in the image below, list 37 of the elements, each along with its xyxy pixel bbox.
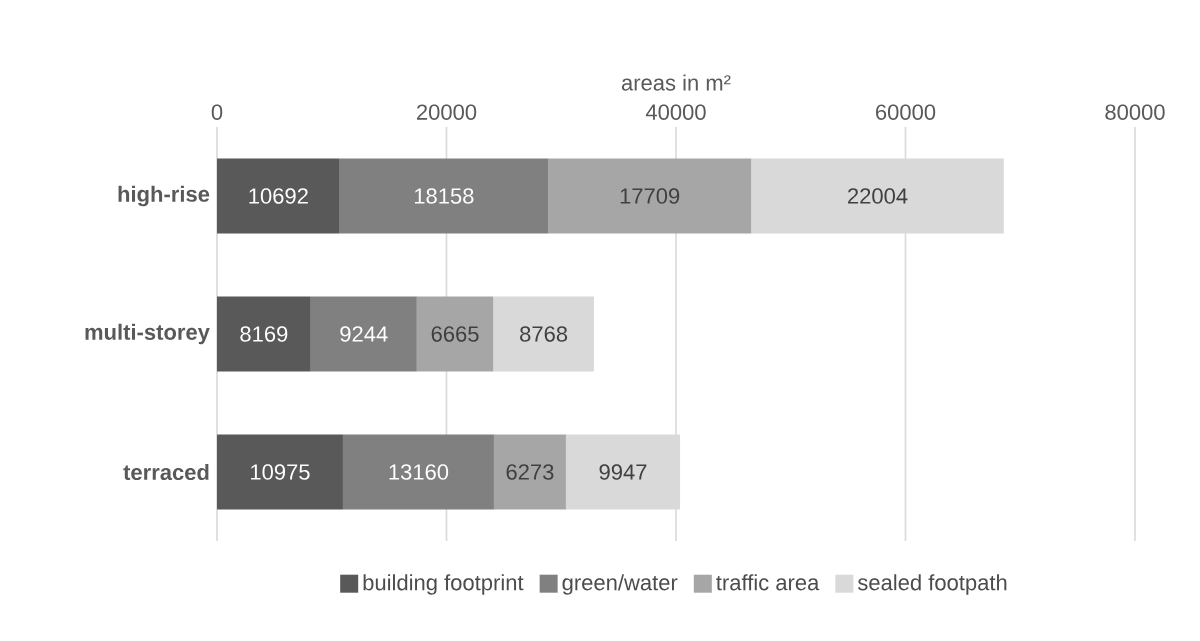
bar — [548, 158, 752, 234]
data-label: 13160 — [389, 464, 449, 480]
data-label: 17709 — [620, 188, 680, 204]
data-label: 6665 — [431, 326, 479, 342]
y-tick-label: high-rise — [118, 185, 210, 207]
x-tick-label: 0 — [211, 104, 223, 120]
bar — [217, 434, 343, 510]
bar — [493, 434, 566, 510]
x-tick-label: 60000 — [876, 104, 936, 120]
y-tick-label: terraced — [123, 463, 209, 481]
y-tick-label: multi-storey — [85, 323, 210, 345]
bar — [339, 158, 549, 234]
data-label: 8768 — [520, 326, 568, 342]
bar — [751, 158, 1004, 234]
legend-label: traffic area — [716, 574, 820, 591]
x-tick-label: 20000 — [417, 104, 477, 120]
x-tick-label: 80000 — [1105, 104, 1165, 120]
bar — [342, 434, 494, 510]
bar — [217, 296, 311, 372]
data-label: 9244 — [340, 326, 388, 342]
data-label: 9947 — [599, 464, 647, 480]
data-label: 10975 — [251, 464, 310, 480]
x-tick-label: 40000 — [645, 104, 706, 120]
x-axis-title: areas in m² — [621, 74, 731, 91]
legend-label: green/water — [562, 574, 678, 595]
data-label: 10692 — [249, 188, 308, 204]
bar — [565, 434, 681, 510]
data-label: 8169 — [240, 326, 288, 342]
data-label: 18158 — [414, 188, 474, 204]
bar — [217, 158, 340, 234]
legend-label: sealed footpath — [857, 574, 1007, 595]
bar — [310, 296, 417, 372]
legend-label: building footprint — [363, 574, 524, 595]
data-label: 6273 — [506, 464, 554, 480]
data-label: 22004 — [848, 188, 908, 204]
bar — [416, 296, 494, 372]
bar — [493, 296, 594, 372]
